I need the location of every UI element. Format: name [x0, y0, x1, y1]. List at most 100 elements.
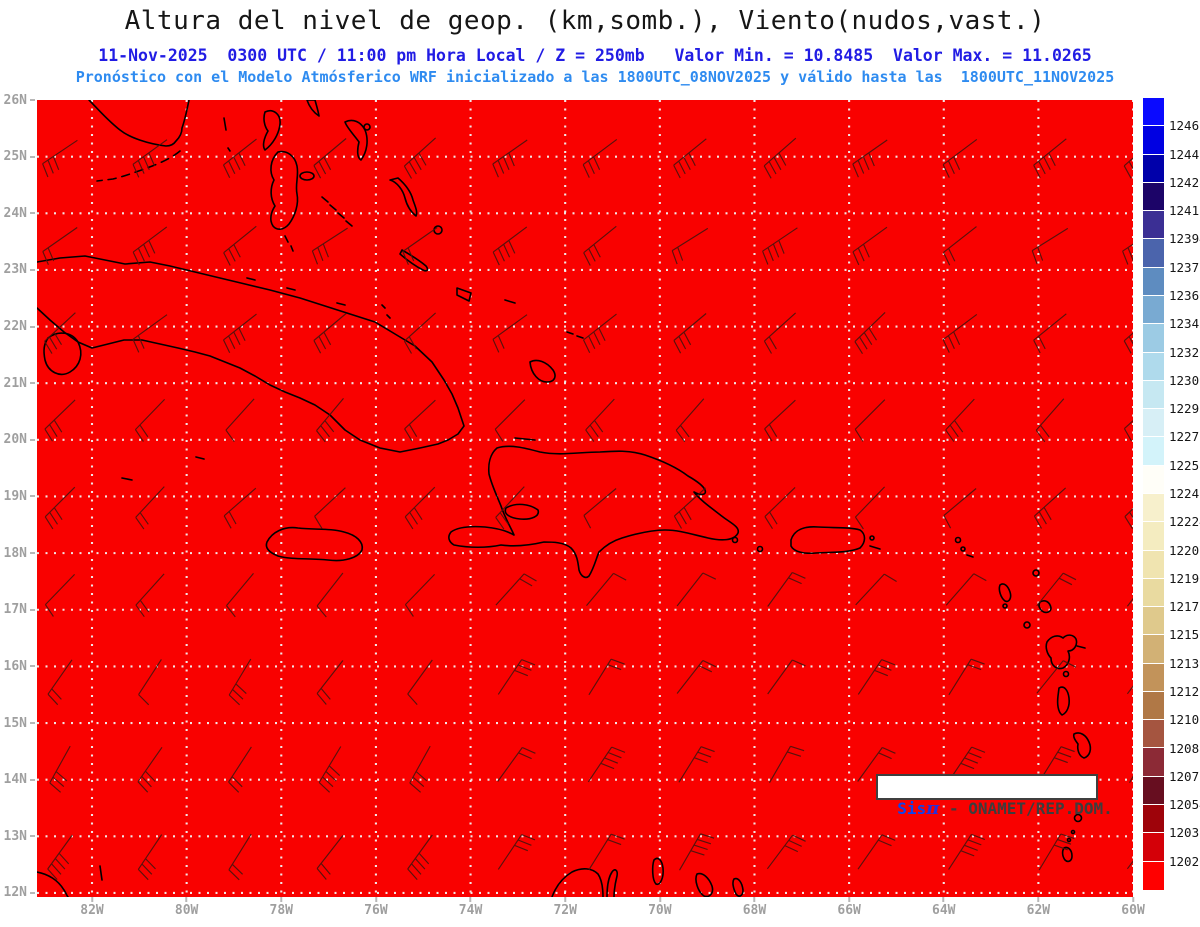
lon-label: 70W: [648, 897, 672, 918]
lon-label: 80W: [174, 897, 199, 918]
wind-barb: [228, 833, 252, 881]
wind-barb: [855, 573, 897, 606]
coast-desirade: [1076, 645, 1086, 649]
subtitle-model-run: Pronóstico con el Modelo Atmósferico WRF…: [75, 68, 1115, 86]
lat-label-text: 14N: [3, 772, 27, 788]
wind-barb: [223, 225, 257, 266]
wind-barb: [225, 398, 255, 443]
wind-barb: [138, 659, 162, 706]
colorbar-label: 12394: [1169, 231, 1200, 247]
coast-virgin-islands: [954, 536, 962, 544]
wind-barb: [47, 659, 73, 706]
lon-tick: [564, 897, 567, 902]
lon-label-text: 70W: [648, 903, 672, 918]
colorbar-segment: [1143, 211, 1164, 240]
lon-label-text: 72W: [553, 903, 577, 918]
latitude-axis: 26N 25N 24N 23N 22N 21N 20N 19N 18N 17N 16N 15N 14N 1…: [0, 0, 36, 927]
colorbar-label: 12190: [1169, 570, 1200, 586]
colorbar-segment: [1143, 295, 1164, 325]
wind-barb: [852, 226, 888, 266]
wind-barb: [135, 486, 165, 530]
coast-hispaniola: [448, 445, 740, 579]
wind-barb: [222, 138, 257, 179]
wind-barb: [44, 574, 76, 617]
lat-label-text: 13N: [3, 828, 27, 844]
colorbar-segment: [1143, 493, 1164, 523]
lat-label-text: 18N: [3, 545, 27, 561]
colorbar-label: 12360: [1169, 288, 1200, 303]
lat-tick: [30, 722, 35, 725]
coast-grenadines: [1066, 837, 1072, 843]
wind-barb: [1038, 746, 1075, 783]
wind-barb: [228, 658, 252, 706]
coast-colombia-corner: [37, 865, 103, 897]
wind-barb: [673, 138, 707, 179]
wind-barb: [318, 746, 342, 793]
coast-exuma-cays: [321, 196, 353, 227]
colorbar-segment: [1143, 465, 1164, 494]
lat-tick: [30, 608, 35, 611]
coast-vieques: [869, 545, 881, 550]
colorbar-segment: [1143, 267, 1164, 296]
wind-barb: [583, 488, 617, 529]
wind-barb: [222, 313, 257, 354]
wind-barb: [402, 227, 438, 265]
wind-barb: [223, 487, 257, 529]
coast-isla-juventud: [43, 332, 82, 376]
lat-label: 23N: [4, 262, 35, 277]
colorbar: [1143, 98, 1164, 890]
lat-tick: [30, 665, 35, 668]
colorbar-segment: [1143, 635, 1164, 664]
wind-barb: [492, 314, 528, 353]
wind-barb: [857, 834, 896, 870]
colorbar-label: 12462: [1169, 118, 1200, 134]
watermark-brand: Sis: [897, 799, 927, 818]
coast-new-providence: [299, 171, 315, 181]
lat-tick: [30, 155, 35, 158]
lat-label-text: 17N: [3, 602, 27, 618]
lat-label: 12N: [4, 885, 35, 900]
wind-barb: [1126, 597, 1133, 607]
coast-puerto-rico: [790, 526, 866, 555]
colorbar-segment: [1143, 98, 1164, 127]
wind-barb: [409, 745, 431, 793]
grid-lines-layer: [37, 100, 1133, 897]
colorbar-segment: [1143, 182, 1164, 212]
wind-barb: [588, 658, 625, 696]
watermark-pi-logo: π: [926, 798, 940, 819]
colorbar-segment: [1143, 550, 1164, 579]
wind-barb: [497, 659, 536, 695]
coast-grenada: [1061, 846, 1073, 863]
lat-label-text: 19N: [3, 488, 27, 504]
lon-tick: [90, 897, 93, 902]
lon-label: 60W: [1121, 897, 1145, 918]
colorbar-segment: [1143, 126, 1164, 155]
coast-berry-islands: [262, 109, 281, 151]
lat-label: 15N: [4, 716, 35, 731]
wind-barb: [137, 834, 163, 881]
wind-barb: [582, 138, 618, 178]
lat-label: 25N: [4, 149, 35, 164]
colorbar-label: 12020: [1169, 853, 1200, 869]
lon-label: 68W: [743, 897, 766, 918]
wind-barb: [857, 659, 896, 695]
watermark-box: Sisπ - ONAMET/REP.DOM.: [876, 774, 1113, 819]
wind-barb: [1123, 420, 1133, 442]
wind-barb: [132, 314, 168, 353]
lat-label: 13N: [4, 829, 35, 844]
lat-label-text: 23N: [3, 262, 27, 278]
lat-tick: [30, 495, 35, 498]
lon-label-text: 80W: [174, 903, 199, 918]
map-background: [37, 100, 1133, 897]
colorbar-label: 12173: [1169, 599, 1200, 615]
colorbar-label: 12224: [1169, 514, 1200, 530]
lon-label-text: 76W: [364, 903, 388, 918]
lat-label: 19N: [4, 489, 35, 504]
colorbar-label: 12037: [1169, 825, 1200, 841]
wind-barb: [403, 312, 436, 354]
wind-barb: [679, 833, 715, 871]
coast-culebra: [869, 535, 875, 541]
colorbar-segment: [1143, 861, 1164, 890]
